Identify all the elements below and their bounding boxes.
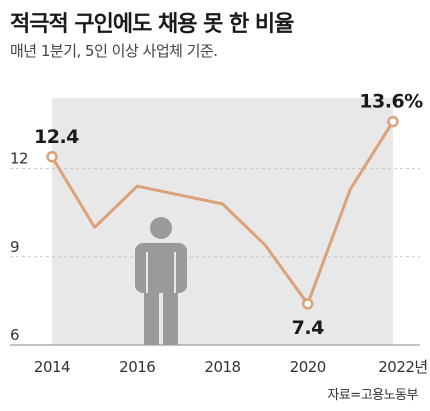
y-tick-label: 9	[10, 238, 19, 256]
person-icon	[135, 217, 187, 345]
x-tick-label: 2018	[204, 358, 240, 376]
x-tick-label: 2014	[34, 358, 70, 376]
x-tick-label: 2020	[290, 358, 326, 376]
data-point-2014	[46, 151, 58, 163]
y-tick-label: 6	[10, 326, 19, 344]
data-point-2020	[302, 298, 314, 310]
data-label-2020: 7.4	[292, 317, 324, 339]
x-tick-label: 2022년	[378, 358, 427, 376]
series-line	[50, 120, 395, 306]
source-note: 자료=고용노동부	[327, 388, 418, 403]
chart-subtitle: 매년 1분기, 5인 이상 사업체 기준.	[10, 42, 218, 60]
chart-title: 적극적 구인에도 채용 못 한 비율	[10, 12, 294, 37]
data-point-2022	[387, 115, 399, 128]
data-label-2022: 13.6%	[359, 91, 423, 113]
data-label-2014: 12.4	[34, 126, 79, 148]
x-tick-label: 2016	[119, 358, 155, 376]
y-tick-label: 12	[10, 150, 28, 168]
plot-area-background	[52, 98, 393, 345]
